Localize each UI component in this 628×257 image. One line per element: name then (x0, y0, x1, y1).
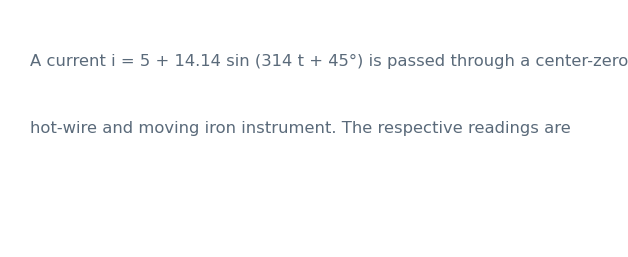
Text: hot-wire and moving iron instrument. The respective readings are: hot-wire and moving iron instrument. The… (30, 121, 571, 136)
Text: A current i = 5 + 14.14 sin (314 t + 45°) is passed through a center-zero PMMC,: A current i = 5 + 14.14 sin (314 t + 45°… (30, 54, 628, 69)
